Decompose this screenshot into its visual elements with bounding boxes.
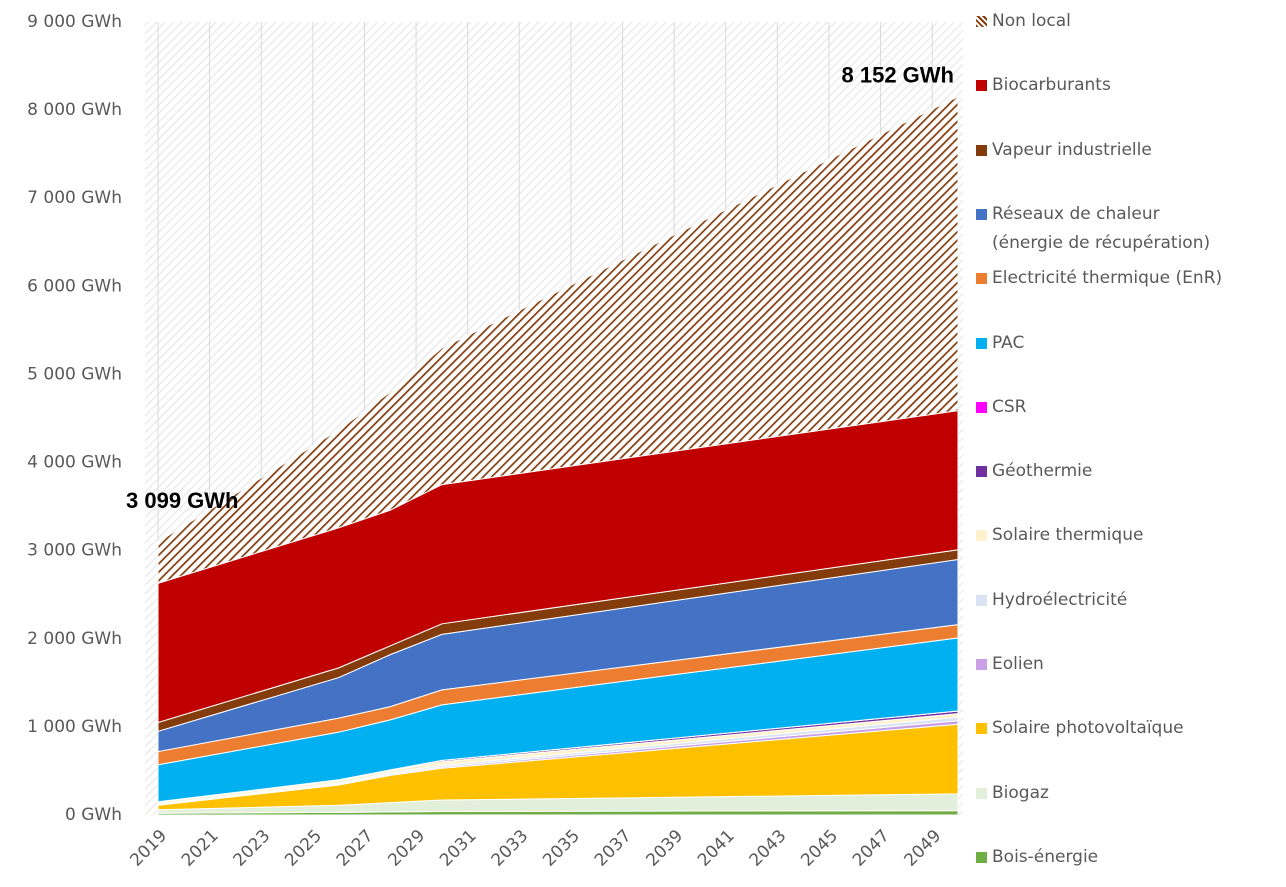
legend-item: Bois-énergie [972,843,1098,872]
legend-label: Solaire thermique [992,525,1144,546]
legend-item: Non local [972,7,1071,36]
legend-item: PAC [972,329,1024,358]
legend-swatch [976,787,987,799]
x-tick-label: 2047 [849,826,894,871]
legend-item: Solaire photovoltaïque [972,714,1184,743]
legend-label: Solaire photovoltaïque [992,718,1184,739]
legend-swatch [976,208,987,220]
y-tick-label: 3 000 GWh [27,541,122,561]
x-tick-label: 2027 [333,826,378,871]
legend-label: Bois-énergie [992,846,1099,867]
legend-item: Electricité thermique (EnR) [972,264,1222,293]
x-tick-label: 2035 [539,826,584,871]
legend-item: Biogaz [972,779,1049,808]
legend-swatch [976,594,987,606]
legend-label: Vapeur industrielle [992,139,1152,160]
legend-swatch [976,401,987,413]
legend-label: Géothermie [992,461,1093,482]
legend: Non local Biocarburants Vapeur industriell… [972,0,1286,883]
legend-item: Réseaux de chaleur (énergie de récupérat… [972,200,1210,258]
y-tick-label: 2 000 GWh [27,629,122,649]
legend-label: Biogaz [992,782,1049,803]
legend-item: Solaire thermique [972,521,1143,550]
legend-swatch [976,530,987,542]
total-label: 3 099 GWh [126,488,238,513]
legend-item: Géothermie [972,457,1092,486]
legend-swatch [976,659,987,670]
x-tick-label: 2023 [230,826,275,871]
legend-swatch [976,723,987,735]
legend-label: CSR [992,396,1027,417]
x-tick-label: 2037 [591,826,636,871]
x-tick-label: 2045 [797,826,842,871]
legend-label: Biocarburants [992,75,1111,96]
y-tick-label: 4 000 GWh [27,453,122,473]
x-tick-label: 2039 [642,826,687,871]
y-tick-label: 7 000 GWh [27,188,122,208]
x-tick-label: 2031 [436,826,481,871]
legend-label: Non local [992,11,1071,31]
legend-swatch [976,273,987,285]
y-tick-label: 6 000 GWh [27,276,122,296]
x-tick-label: 2041 [694,826,739,871]
legend-label: Eolien [992,654,1044,674]
legend-label: Réseaux de chaleur (énergie de récupérat… [992,203,1211,253]
legend-swatch [976,16,987,27]
x-tick-label: 2033 [488,826,533,871]
legend-swatch [976,144,987,156]
area [157,95,959,584]
legend-item: Hydroélectricité [972,586,1127,615]
legend-swatch [976,337,987,349]
legend-label: PAC [992,332,1025,353]
x-tick-label: 2021 [178,826,223,871]
legend-item: CSR [972,393,1026,422]
legend-label: Hydroélectricité [992,589,1128,610]
x-tick-label: 2049 [901,826,946,871]
x-tick-label: 2019 [126,826,171,871]
y-tick-label: 9 000 GWh [27,12,122,32]
y-tick-label: 5 000 GWh [27,364,122,384]
x-tick-label: 2025 [281,826,326,871]
legend-item: Vapeur industrielle [972,136,1152,165]
legend-swatch [976,466,987,478]
y-tick-label: 8 000 GWh [27,100,122,120]
total-label: 8 152 GWh [842,63,954,88]
x-tick-label: 2043 [746,826,791,871]
x-tick-label: 2029 [384,826,429,871]
legend-item: Biocarburants [972,71,1111,100]
legend-label: Electricité thermique (EnR) [992,268,1223,289]
legend-swatch [976,80,987,92]
chart: 0 GWh 1 000 GWh 2 000 GWh 3 000 GWh 4 000 GW… [27,12,963,871]
y-tick-label: 1 000 GWh [27,717,122,737]
y-tick-label: 0 GWh [65,805,122,825]
legend-item: Eolien [972,650,1044,679]
legend-swatch [976,851,987,863]
